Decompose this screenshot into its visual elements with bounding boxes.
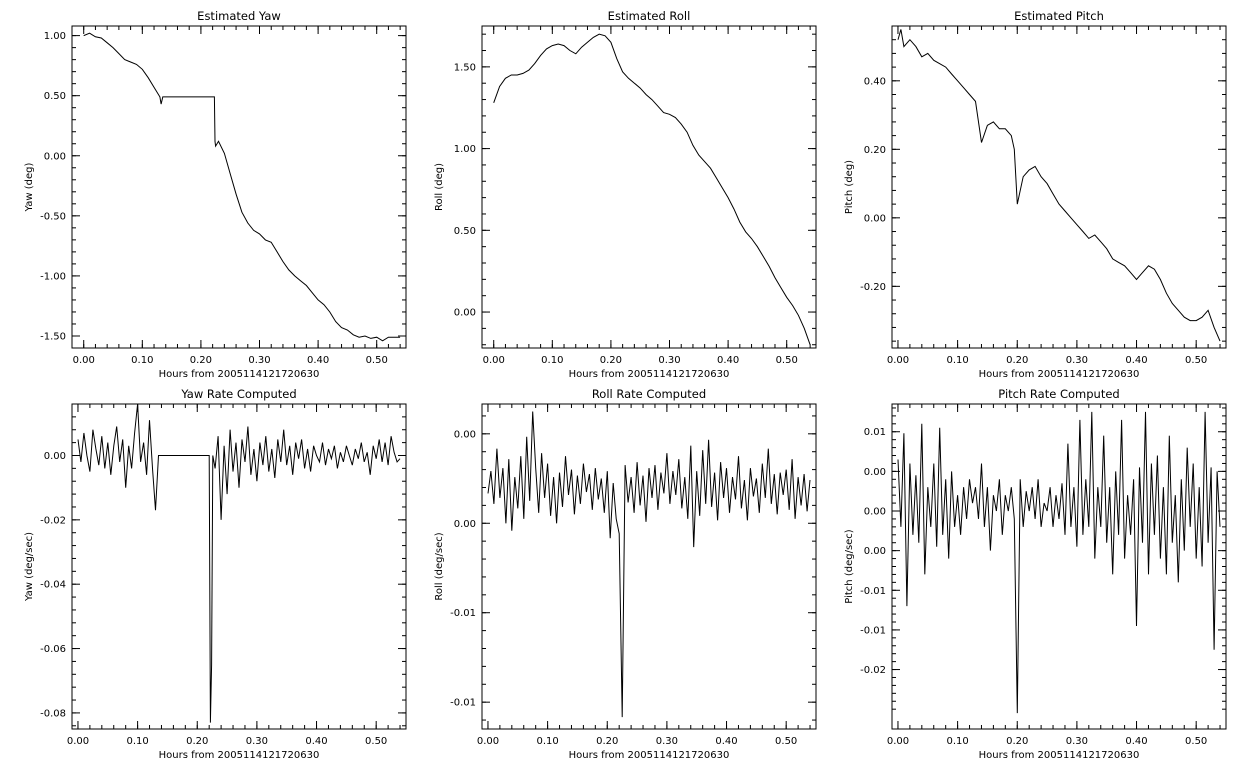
pitch-rate-xtick-label: 0.50 xyxy=(1185,736,1207,747)
yaw-xtick-label: 0.00 xyxy=(73,355,95,366)
pitch-rate-series-line xyxy=(897,411,1221,714)
roll-xtick-label: 0.00 xyxy=(483,355,505,366)
roll-title: Estimated Roll xyxy=(608,9,691,23)
roll-series-line xyxy=(493,33,811,345)
roll-rate-xtick-label: 0.00 xyxy=(477,736,499,747)
pitch-xlabel: Hours from 2005114121720630 xyxy=(979,369,1140,380)
pitch-xtick-label: 0.50 xyxy=(1185,355,1207,366)
pitch-ytick-label: 0.20 xyxy=(864,145,886,156)
pitch-rate-ytick-label: 0.01 xyxy=(864,427,886,438)
roll-rate-title: Roll Rate Computed xyxy=(592,387,706,401)
roll-rate-ylabel: Roll (deg/sec) xyxy=(434,532,445,600)
roll-ylabel: Roll (deg) xyxy=(434,163,445,211)
pitch-rate-xtick-label: 0.40 xyxy=(1125,736,1147,747)
pitch-ytick-label: -0.20 xyxy=(860,282,886,293)
yaw-xtick-label: 0.50 xyxy=(366,355,388,366)
yaw-rate-ylabel: Yaw (deg/sec) xyxy=(24,532,35,602)
pitch-rate-xlabel: Hours from 2005114121720630 xyxy=(979,750,1140,761)
yaw-series-line xyxy=(83,32,401,342)
yaw-xlabel: Hours from 2005114121720630 xyxy=(159,369,320,380)
roll-plot-frame xyxy=(481,25,817,349)
roll-ytick-label: 1.00 xyxy=(454,144,476,155)
yaw-ylabel: Yaw (deg) xyxy=(24,162,35,212)
yaw-title: Estimated Yaw xyxy=(197,9,281,23)
pitch-title: Estimated Pitch xyxy=(1014,9,1104,23)
pitch-ylabel: Pitch (deg) xyxy=(844,160,855,214)
roll-xtick-label: 0.30 xyxy=(658,355,680,366)
roll-rate-xtick-label: 0.50 xyxy=(775,736,797,747)
yaw-ytick-label: 0.00 xyxy=(44,151,66,162)
pitch-ytick-label: 0.40 xyxy=(864,76,886,87)
yaw-rate-ytick-label: -0.08 xyxy=(40,708,66,719)
pitch-rate-ytick-label: -0.01 xyxy=(860,586,886,597)
roll-ytick-label: 0.00 xyxy=(454,308,476,319)
yaw-rate-xtick-label: 0.50 xyxy=(365,736,387,747)
yaw-rate-ytick-label: -0.06 xyxy=(40,644,66,655)
pitch-xtick-label: 0.00 xyxy=(887,355,909,366)
yaw-rate-xtick-label: 0.10 xyxy=(126,736,148,747)
yaw-ytick-label: -1.00 xyxy=(40,271,66,282)
roll-rate-plot-frame xyxy=(481,403,817,730)
yaw-rate-xtick-label: 0.20 xyxy=(186,736,208,747)
pitch-rate-xtick-label: 0.20 xyxy=(1006,736,1028,747)
yaw-rate-xtick-label: 0.40 xyxy=(305,736,327,747)
roll-rate-series-line xyxy=(487,411,811,718)
yaw-rate-xlabel: Hours from 2005114121720630 xyxy=(159,750,320,761)
roll-rate-xtick-label: 0.10 xyxy=(536,736,558,747)
yaw-rate-ytick-label: 0.00 xyxy=(44,451,66,462)
yaw-plot-frame xyxy=(71,25,407,349)
yaw-xtick-label: 0.30 xyxy=(248,355,270,366)
pitch-rate-plot-frame xyxy=(891,403,1227,730)
roll-rate-xtick-label: 0.30 xyxy=(656,736,678,747)
pitch-rate-xtick-label: 0.30 xyxy=(1066,736,1088,747)
yaw-ytick-label: 1.00 xyxy=(44,31,66,42)
yaw-rate-plot-frame xyxy=(71,403,407,730)
pitch-rate-xtick-label: 0.10 xyxy=(946,736,968,747)
pitch-ytick-label: 0.00 xyxy=(864,213,886,224)
yaw-rate-xtick-label: 0.00 xyxy=(67,736,89,747)
yaw-rate-xtick-label: 0.30 xyxy=(246,736,268,747)
pitch-xtick-label: 0.40 xyxy=(1125,355,1147,366)
pitch-plot-frame xyxy=(891,25,1227,349)
pitch-rate-ytick-label: 0.00 xyxy=(864,467,886,478)
pitch-xtick-label: 0.10 xyxy=(946,355,968,366)
roll-rate-ytick-label: -0.01 xyxy=(450,698,476,709)
pitch-rate-xtick-label: 0.00 xyxy=(887,736,909,747)
roll-rate-ytick-label: 0.00 xyxy=(454,429,476,440)
yaw-ytick-label: 0.50 xyxy=(44,91,66,102)
roll-xtick-label: 0.10 xyxy=(541,355,563,366)
yaw-xtick-label: 0.20 xyxy=(190,355,212,366)
pitch-rate-ytick-label: -0.01 xyxy=(860,625,886,636)
pitch-series-line xyxy=(897,29,1221,342)
roll-xtick-label: 0.50 xyxy=(776,355,798,366)
roll-xlabel: Hours from 2005114121720630 xyxy=(569,369,730,380)
pitch-rate-title: Pitch Rate Computed xyxy=(998,387,1119,401)
pitch-xtick-label: 0.30 xyxy=(1066,355,1088,366)
pitch-rate-ytick-label: 0.00 xyxy=(864,546,886,557)
yaw-rate-ytick-label: -0.02 xyxy=(40,515,66,526)
yaw-xtick-label: 0.40 xyxy=(307,355,329,366)
roll-rate-ytick-label: -0.01 xyxy=(450,608,476,619)
yaw-rate-ytick-label: -0.04 xyxy=(40,580,66,591)
yaw-ytick-label: -1.50 xyxy=(40,331,66,342)
pitch-rate-ytick-label: 0.00 xyxy=(864,507,886,518)
roll-rate-ytick-label: 0.00 xyxy=(454,519,476,530)
yaw-ytick-label: -0.50 xyxy=(40,211,66,222)
roll-xtick-label: 0.20 xyxy=(600,355,622,366)
yaw-rate-series-line xyxy=(77,403,401,723)
roll-xtick-label: 0.40 xyxy=(717,355,739,366)
pitch-rate-ytick-label: -0.02 xyxy=(860,665,886,676)
pitch-xtick-label: 0.20 xyxy=(1006,355,1028,366)
yaw-rate-title: Yaw Rate Computed xyxy=(180,387,296,401)
roll-rate-xlabel: Hours from 2005114121720630 xyxy=(569,750,730,761)
roll-ytick-label: 0.50 xyxy=(454,226,476,237)
roll-rate-xtick-label: 0.40 xyxy=(715,736,737,747)
roll-rate-xtick-label: 0.20 xyxy=(596,736,618,747)
roll-ytick-label: 1.50 xyxy=(454,62,476,73)
pitch-rate-ylabel: Pitch (deg/sec) xyxy=(844,529,855,604)
yaw-xtick-label: 0.10 xyxy=(131,355,153,366)
